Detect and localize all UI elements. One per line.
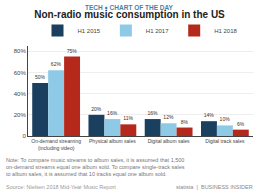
svg-text:16%: 16%: [107, 110, 118, 116]
svg-text:Physical album sales: Physical album sales: [89, 138, 136, 144]
svg-text:16%: 16%: [147, 110, 158, 116]
svg-text:Non-radio music consumption in: Non-radio music consumption in the US: [34, 9, 225, 20]
svg-text:80%: 80%: [14, 48, 27, 54]
svg-text:Digital album sales: Digital album sales: [148, 138, 190, 144]
svg-text:6%: 6%: [237, 121, 245, 127]
svg-text:H1 2015: H1 2015: [78, 28, 101, 34]
svg-text:H1 2017: H1 2017: [146, 28, 169, 34]
svg-text:11%: 11%: [123, 115, 133, 121]
svg-text:Digital track sales: Digital track sales: [205, 138, 245, 144]
svg-text:TECH ♦ CHART OF THE DAY: TECH ♦ CHART OF THE DAY: [85, 4, 174, 11]
svg-text:60%: 60%: [14, 70, 27, 76]
svg-text:62%: 62%: [51, 61, 62, 67]
svg-text:75%: 75%: [67, 48, 78, 54]
svg-text:10%: 10%: [220, 116, 231, 122]
svg-text:40%: 40%: [14, 91, 27, 97]
svg-text:Source: Nielsen 2018 Mid-Year: Source: Nielsen 2018 Mid-Year Music Repo…: [6, 184, 116, 190]
svg-text:H1 2018: H1 2018: [214, 28, 237, 34]
svg-text:0: 0: [22, 133, 26, 139]
svg-text:statista | BUSINESS INSIDER: statista | BUSINESS INSIDER: [176, 184, 253, 190]
svg-text:50%: 50%: [35, 74, 46, 80]
svg-text:On-demand streaming(including: On-demand streaming(including video): [31, 138, 81, 151]
svg-text:14%: 14%: [204, 112, 215, 118]
svg-text:Note: To compare music streams: Note: To compare music streams to album …: [6, 157, 185, 177]
svg-text:8%: 8%: [181, 119, 189, 125]
svg-text:12%: 12%: [163, 114, 174, 120]
svg-text:20%: 20%: [14, 112, 27, 118]
svg-text:20%: 20%: [91, 106, 102, 112]
